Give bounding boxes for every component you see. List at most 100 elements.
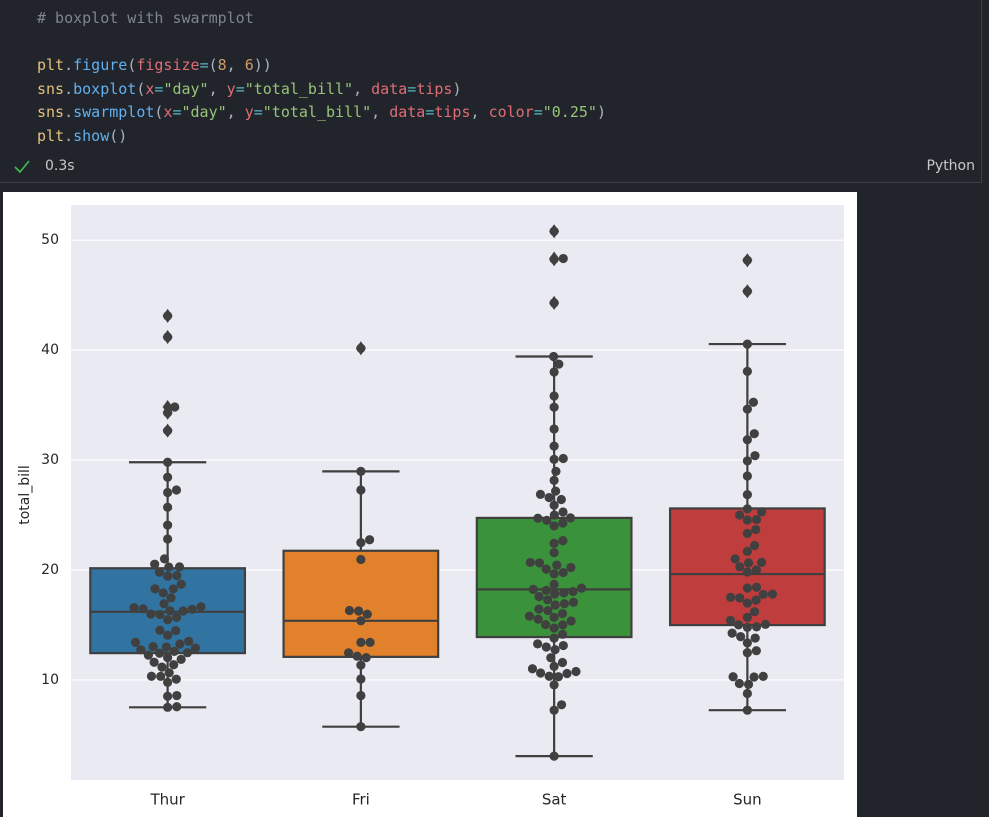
- swarm-point: [751, 595, 761, 605]
- swarm-point: [758, 671, 768, 681]
- swarm-point: [742, 638, 752, 648]
- swarm-point: [556, 494, 566, 505]
- swarm-point: [136, 645, 146, 655]
- swarm-point: [742, 688, 752, 699]
- swarm-point: [756, 557, 767, 568]
- swarm-point: [743, 558, 754, 568]
- swarm-point: [156, 671, 166, 681]
- swarm-point: [743, 679, 754, 689]
- swarm-point: [148, 642, 158, 652]
- swarm-point: [757, 507, 767, 517]
- swarm-point: [742, 366, 752, 376]
- swarm-point: [553, 672, 564, 682]
- swarm-point: [356, 466, 366, 476]
- swarm-point: [159, 599, 169, 609]
- swarm-point: [356, 616, 366, 626]
- swarm-point: [549, 402, 559, 412]
- swarm-point: [164, 562, 174, 572]
- swarm-point: [551, 486, 561, 496]
- swarm-point: [149, 657, 159, 667]
- swarm-point: [558, 567, 568, 578]
- swarm-point: [742, 528, 752, 538]
- swarm-point: [549, 521, 559, 531]
- swarm-point: [163, 311, 173, 321]
- y-axis-label: total_bill: [17, 465, 33, 525]
- swarm-point: [163, 332, 173, 342]
- swarm-point: [130, 637, 141, 647]
- swarm-point: [138, 604, 148, 614]
- code-line: sns.boxplot(x="day", y="total_bill", dat…: [37, 79, 462, 98]
- swarm-point: [157, 662, 167, 672]
- swarm-point: [171, 612, 182, 622]
- swarm-point: [549, 680, 559, 690]
- swarm-point: [565, 513, 576, 523]
- kernel-language[interactable]: Python: [926, 158, 975, 174]
- swarm-point: [557, 629, 568, 639]
- swarm-point: [549, 367, 559, 377]
- swarm-point: [169, 660, 179, 670]
- swarm-point: [533, 513, 543, 523]
- y-tick-label: 10: [41, 672, 59, 688]
- swarm-point: [172, 702, 182, 712]
- swarm-point: [534, 558, 545, 568]
- success-icon: [14, 160, 30, 174]
- swarm-point: [155, 625, 165, 635]
- swarm-point: [536, 668, 546, 678]
- swarm-point: [742, 583, 752, 593]
- swarm-point: [365, 637, 375, 647]
- cell-border: [981, 0, 982, 182]
- x-tick-label: Sun: [733, 791, 762, 809]
- swarm-point: [175, 639, 185, 649]
- swarm-point: [163, 630, 173, 640]
- swarm-point: [549, 705, 559, 715]
- swarm-point: [728, 672, 738, 682]
- swarm-point: [749, 540, 760, 551]
- swarm-point: [356, 660, 366, 670]
- swarm-point: [154, 648, 165, 658]
- swarm-point: [356, 485, 366, 495]
- swarm-point: [163, 615, 173, 625]
- swarm-point: [534, 604, 544, 614]
- swarm-point: [742, 471, 752, 481]
- swarm-point: [558, 507, 568, 517]
- swarm-point: [361, 653, 371, 663]
- exec-time: 0.3s: [45, 158, 75, 174]
- swarm-point: [549, 579, 559, 590]
- swarm-point: [546, 653, 556, 663]
- swarm-point: [767, 589, 778, 599]
- swarm-point: [549, 633, 559, 643]
- swarm-point: [154, 567, 164, 577]
- swarm-point: [566, 562, 576, 573]
- swarm-point: [528, 584, 538, 594]
- swarm-point: [196, 602, 206, 612]
- swarm-point: [164, 668, 174, 678]
- swarm-point: [170, 402, 180, 412]
- swarm-point: [549, 548, 559, 558]
- swarm-point: [527, 664, 538, 674]
- swarm-point: [549, 424, 559, 434]
- swarm-point: [735, 510, 745, 520]
- y-tick-label: 30: [41, 452, 59, 468]
- swarm-point: [554, 359, 564, 369]
- swarm-point: [543, 595, 553, 605]
- code-line: plt.figure(figsize=(8, 6)): [37, 56, 272, 74]
- swarm-point: [163, 487, 173, 498]
- swarm-point: [558, 536, 568, 546]
- swarm-point: [540, 619, 551, 630]
- swarm-point: [558, 518, 568, 528]
- swarm-point: [550, 589, 560, 599]
- swarm-point: [568, 597, 579, 607]
- y-tick-label: 40: [41, 342, 59, 358]
- swarm-point: [163, 534, 173, 544]
- swarm-point: [356, 674, 366, 684]
- swarm-point: [549, 538, 559, 549]
- swarm-point: [549, 510, 559, 520]
- swarm-point: [550, 645, 560, 655]
- code-line: plt.show(): [37, 127, 128, 146]
- swarm-point: [742, 504, 752, 514]
- swarm-point: [524, 611, 535, 621]
- swarm-point: [143, 650, 153, 660]
- swarm-point: [751, 622, 762, 632]
- swarm-point: [543, 605, 553, 616]
